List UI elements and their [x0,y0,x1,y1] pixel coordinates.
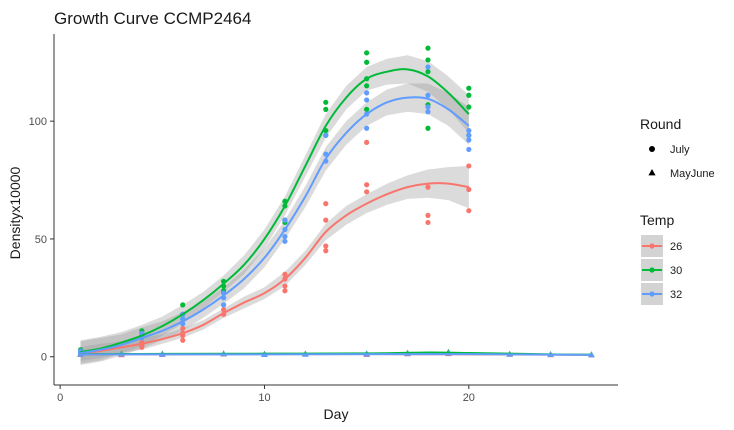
fit-line-july-32 [80,96,470,355]
data-point [180,337,186,343]
ci-band-july-26 [80,165,469,361]
data-point [364,50,370,56]
data-point [323,217,329,223]
data-point [425,212,431,218]
y-tick-label: 50 [35,234,47,246]
legend-key-temp-32 [641,283,663,305]
data-point [466,85,472,91]
data-point [466,163,472,169]
legend-round-label-july: July [670,144,690,156]
data-point [282,283,288,289]
plot-area: 0 10 20 0 50 100 [29,34,618,404]
data-point [425,92,431,98]
legend-key-temp-30 [641,259,663,281]
data-point [323,201,329,207]
data-point [282,271,288,277]
legend-key-mayjune [648,169,656,176]
data-point [466,208,472,214]
y-axis-title: Densityx10000 [7,166,23,259]
data-point [466,186,472,193]
data-point [364,139,370,145]
x-axis-title: Day [324,406,349,422]
data-point [425,57,431,63]
legend-key-point [649,291,655,297]
data-point [364,90,370,96]
data-point [466,132,472,138]
data-point [425,125,431,131]
data-point [323,243,329,249]
legend-temp-title: Temp [640,212,674,228]
data-point [425,184,431,190]
data-point [282,288,288,294]
fit-line-july-30 [80,68,470,354]
legend-temp-label-26: 26 [670,241,682,253]
legend-key-point [649,267,655,273]
data-point [466,127,472,134]
data-point [364,182,370,188]
data-point [221,307,227,313]
fit-line-mayjune-32 [80,353,592,356]
data-point [425,64,431,70]
x-tick-label: 0 [57,392,63,404]
legend-key-temp-26 [641,235,663,257]
data-point [364,189,370,195]
y-tick-label: 0 [41,352,47,364]
fit-line-july-26 [80,182,470,355]
legend-round-label-mayjune: MayJune [670,168,715,180]
data-point [323,248,329,254]
data-point [221,302,227,308]
legend-temp-label-32: 32 [670,289,682,301]
data-point [425,104,431,110]
x-tick-label: 20 [463,392,475,404]
data-point [425,109,431,115]
data-point [323,132,329,138]
chart-title: Growth Curve CCMP2464 [54,9,251,28]
data-point [466,137,472,143]
data-point [466,146,472,153]
data-point [364,59,370,65]
data-point [425,219,431,226]
data-point [323,106,329,112]
data-point [425,69,431,75]
legend-key-july [649,146,655,152]
data-point [364,106,370,112]
legend-temp-label-30: 30 [670,265,682,277]
x-tick-label: 10 [258,392,270,404]
data-point [282,233,288,240]
data-point [466,92,472,98]
data-point [180,325,186,332]
data-point [425,45,431,51]
ci-band-july-30 [80,55,469,364]
legend-round: Round July MayJune [640,116,715,180]
data-point [466,104,472,110]
data-point [282,217,288,223]
legend-key-point [649,243,655,249]
data-point [323,99,329,105]
data-point [282,238,288,244]
data-point [364,97,370,103]
y-tick-label: 100 [29,116,47,128]
data-point [364,83,370,89]
data-point [180,302,186,308]
legend-temp: Temp 26 30 32 [640,212,682,305]
data-point [364,125,370,131]
legend-round-title: Round [640,116,681,132]
